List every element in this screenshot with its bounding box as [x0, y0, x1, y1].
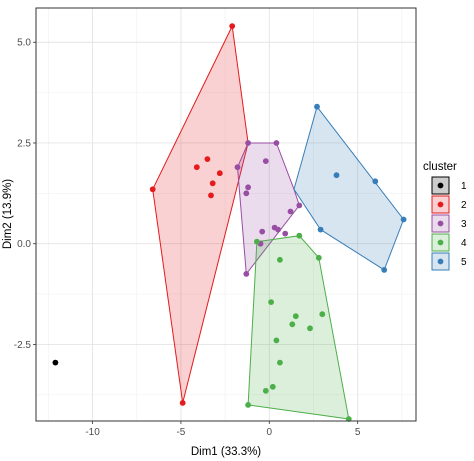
cluster-4-point [277, 359, 283, 366]
plot-border [35, 7, 417, 422]
cluster-3-point [234, 164, 241, 171]
cluster-4-point [262, 387, 269, 394]
cluster-4-point [269, 383, 276, 390]
x-tick-label: -10 [85, 427, 100, 438]
cluster-5-point [400, 216, 407, 223]
cluster-2-point [149, 186, 156, 193]
cluster-4-point [273, 337, 280, 344]
cluster-4-point [307, 325, 313, 332]
cluster-5-point [333, 172, 340, 179]
cluster-3-point [282, 230, 289, 237]
cluster-4-point [315, 254, 322, 261]
cluster-4-point [245, 402, 252, 408]
cluster-3-point [275, 226, 281, 233]
cluster-5-point [381, 267, 388, 273]
cluster-5-point [317, 226, 324, 233]
legend-label-cluster-4: 4 [461, 238, 467, 249]
cluster-4-point [268, 299, 274, 305]
cluster-points [52, 23, 407, 422]
x-axis-title: Dim1 (33.3%) [191, 446, 261, 458]
cluster-2-point [193, 164, 200, 171]
x-tick-label: 0 [267, 427, 273, 438]
cluster-2-point [229, 23, 236, 29]
cluster-4-point [345, 416, 352, 422]
legend-title: cluster [423, 161, 457, 173]
x-tick-label: -5 [176, 427, 185, 438]
cluster-2-point [204, 156, 211, 163]
cluster-3-point [287, 208, 294, 215]
legend-marker-cluster-5 [437, 258, 444, 265]
y-tick-label: -2.5 [14, 340, 32, 351]
cluster-3-point [245, 140, 252, 146]
cluster-4-point [296, 232, 303, 239]
plot-panel [35, 7, 417, 422]
legend-marker-cluster-2 [437, 201, 444, 208]
cluster-4-point [277, 256, 283, 263]
cluster-4-point [292, 313, 299, 320]
cluster-3-point [262, 158, 269, 165]
y-tick-label: 5.0 [17, 38, 31, 49]
cluster-2-point [179, 400, 186, 406]
cluster-3-point [296, 202, 303, 209]
legend-label-cluster-3: 3 [461, 219, 467, 230]
cluster-2-point [208, 192, 214, 199]
legend-marker-cluster-4 [437, 239, 444, 246]
cluster-4-point [319, 311, 326, 318]
legend: cluster 1 2 3 4 5 [423, 161, 467, 271]
legend-label-cluster-2: 2 [461, 200, 467, 211]
y-axis-title: Dim2 (13.9%) [2, 179, 14, 249]
y-tick-label: 2.5 [17, 138, 31, 149]
cluster-1-point [52, 359, 59, 366]
legend-label-cluster-5: 5 [461, 257, 467, 268]
cluster-3-point [243, 190, 250, 197]
cluster-4-point [289, 321, 296, 328]
cluster-3-point [243, 271, 250, 277]
cluster-4-point [254, 238, 260, 245]
x-tick-label: 5 [355, 427, 361, 438]
cluster-2-point [209, 180, 216, 187]
y-axis-ticks: -2.5 0.0 2.5 5.0 [14, 38, 36, 351]
cluster-5-point [372, 178, 379, 185]
cluster-5-point [314, 103, 320, 110]
y-tick-label: 0.0 [17, 239, 31, 250]
cluster-3-point [245, 184, 252, 191]
legend-marker-cluster-1 [437, 182, 444, 189]
cluster-3-point [259, 228, 266, 235]
grid [36, 8, 416, 421]
cluster-3-point [273, 140, 280, 146]
legend-marker-cluster-3 [437, 220, 444, 227]
legend-label-cluster-1: 1 [461, 181, 467, 192]
cluster-4-hull [247, 235, 350, 420]
x-axis-ticks: -10 -5 0 5 [85, 421, 361, 438]
cluster-2-point [216, 170, 223, 177]
